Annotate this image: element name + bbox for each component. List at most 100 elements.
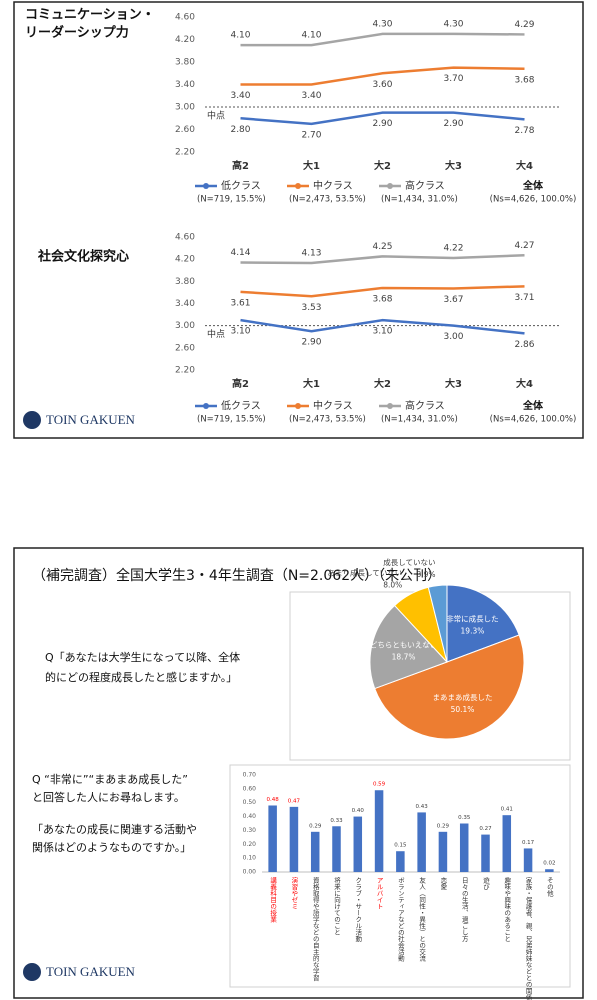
chart-frame: [229, 764, 571, 988]
logo: TOIN GAKUEN: [23, 963, 136, 981]
data-label: 4.27: [514, 241, 534, 251]
series-line: [240, 66, 525, 86]
data-label: 3.71: [514, 293, 534, 303]
x-tick-label: 講義科目の授業: [269, 876, 277, 924]
y-tick-label: 3.40: [175, 299, 195, 309]
logo: TOIN GAKUEN: [23, 411, 136, 429]
legend-swatch: [295, 183, 301, 189]
data-label: 3.00: [443, 332, 463, 342]
data-label: 0.17: [522, 840, 535, 846]
y-tick-label: 4.20: [175, 35, 195, 45]
data-label: 0.29: [437, 823, 450, 829]
legend-label: 低クラス: [221, 179, 261, 192]
bar: [332, 826, 341, 872]
bar: [310, 831, 320, 872]
x-tick-label: 遊び: [482, 876, 490, 891]
data-label: 2.90: [301, 338, 321, 348]
data-label: 4.22: [443, 244, 463, 254]
bar: [481, 834, 490, 872]
pie-value-label: 18.7%: [392, 653, 416, 662]
y-tick-label: 0.60: [243, 785, 257, 792]
x-tick-label: 恋愛: [439, 876, 447, 892]
data-label: 4.29: [514, 20, 534, 30]
bar: [502, 815, 512, 872]
data-label: 0.29: [309, 823, 322, 829]
data-label: 4.14: [230, 248, 250, 258]
data-label: 3.67: [443, 295, 463, 305]
slide-title: （補完調査）全国大学生3・4年生調査（N=2.062人）（未公刊）: [32, 567, 441, 584]
data-label: 3.68: [372, 294, 392, 304]
data-label: 4.25: [372, 242, 392, 252]
x-tick-label: アルバイト: [375, 877, 383, 910]
pie-label: あまり成長していない: [327, 567, 402, 577]
legend-note: (N=2,473, 53.5%): [289, 415, 366, 425]
data-label: 4.13: [301, 249, 321, 259]
data-label: 3.53: [301, 303, 321, 313]
slide-frame: [13, 1, 584, 439]
data-label: 4.30: [372, 19, 392, 29]
legend-note: (N=719, 15.5%): [197, 195, 266, 205]
y-tick-label: 3.80: [175, 58, 195, 68]
chart-title: コミュニケーション・: [25, 8, 155, 23]
logo-text: TOIN GAKUEN: [46, 964, 136, 979]
x-tick-label: 日々の生活、過ごし方: [460, 877, 468, 944]
series-line: [240, 32, 525, 47]
legend-total: 全体: [522, 399, 544, 412]
pie-slice: [427, 584, 448, 663]
y-tick-label: 0.00: [243, 869, 257, 876]
data-label: 3.61: [230, 298, 250, 308]
data-label: 4.30: [443, 19, 463, 29]
question: Q「あなたは大学生になって以降、全体: [45, 650, 240, 664]
pie-label: 非常に成長した: [446, 613, 499, 623]
bar: [268, 805, 277, 872]
data-label: 3.10: [230, 327, 250, 337]
data-label: 3.60: [372, 80, 392, 90]
bar: [459, 823, 469, 872]
data-label: 3.68: [514, 75, 534, 85]
question: Q “非常に”“まあまあ成長した”: [32, 773, 188, 786]
series-line: [240, 111, 525, 126]
bar: [438, 831, 448, 872]
legend-swatch: [295, 403, 301, 409]
pie-label: どちらともいえない: [370, 641, 437, 650]
bar: [523, 848, 533, 872]
data-label: 0.59: [373, 782, 386, 788]
x-tick-label: ボランティアなどの社会活動: [396, 877, 404, 963]
data-label: 2.90: [443, 119, 463, 129]
y-tick-label: 0.20: [243, 841, 257, 848]
legend-swatch: [203, 183, 209, 189]
data-label: 2.70: [301, 130, 321, 140]
y-tick-label: 0.70: [243, 772, 257, 779]
slide-frame: [13, 547, 584, 999]
x-tick-label: 資格取得や語学などの自主的な学習: [311, 876, 319, 983]
legend-label: 高クラス: [405, 179, 445, 192]
question: 的にどの程度成長したと感じますか。」: [45, 670, 237, 684]
series-line: [240, 254, 525, 265]
x-tick-label: 大3: [445, 159, 462, 172]
data-label: 2.86: [514, 340, 534, 350]
midpoint-label: 中点: [207, 110, 225, 122]
question: と回答した人にお尋ねします。: [32, 790, 185, 804]
legend-note: (Ns=4,626, 100.0%): [490, 415, 577, 425]
x-tick-label: 大4: [516, 159, 533, 172]
x-tick-label: 友人（同性・異性）との交流: [418, 876, 426, 963]
y-tick-label: 2.60: [175, 125, 195, 135]
legend-note: (N=1,434, 31.0%): [381, 415, 458, 425]
data-label: 3.70: [443, 74, 463, 84]
legend-label: 低クラス: [221, 399, 261, 412]
series-line: [240, 285, 525, 298]
legend-label: 中クラス: [313, 399, 353, 412]
x-tick-label: 大2: [374, 159, 391, 172]
y-tick-label: 3.80: [175, 277, 195, 287]
x-tick-label: クラブ・サークル活動: [354, 877, 362, 944]
data-label: 0.02: [543, 861, 555, 867]
bar: [396, 851, 405, 872]
data-label: 2.78: [514, 126, 534, 136]
y-tick-label: 2.20: [175, 148, 195, 158]
y-tick-label: 3.00: [175, 321, 195, 331]
data-label: 0.47: [288, 798, 301, 804]
x-tick-label: 大1: [303, 159, 320, 172]
data-label: 2.80: [230, 125, 250, 135]
pie-slice: [369, 604, 448, 690]
legend-total: 全体: [522, 179, 544, 192]
